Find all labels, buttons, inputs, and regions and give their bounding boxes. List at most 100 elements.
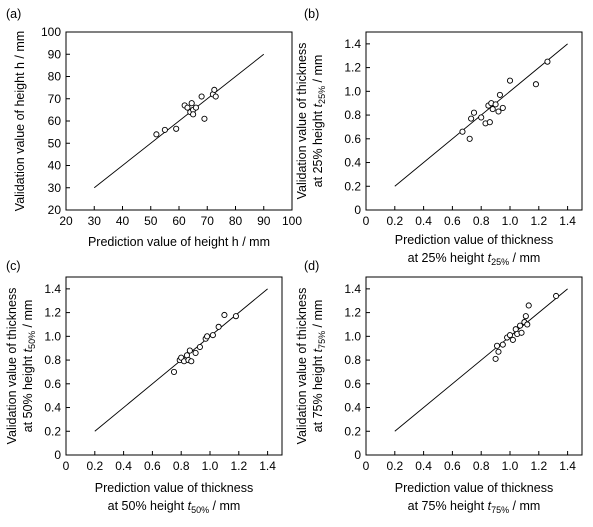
panel-a-ytick-label: 20 <box>48 203 62 217</box>
panel-a-data-point <box>161 126 168 133</box>
panel-c-xtick-label: 0 <box>63 459 70 473</box>
panel-a-data-point <box>198 93 205 100</box>
panel-b-xtick-label: 1.4 <box>559 214 576 228</box>
panel-c-points <box>94 288 268 432</box>
panel-d-ytick-label: 0.4 <box>344 401 361 415</box>
panel-c-xtick-label: 1.2 <box>230 459 247 473</box>
panel-d-xtick-label: 1.0 <box>502 459 519 473</box>
panel-a-ytick-label: 30 <box>48 181 62 195</box>
panel-a-ytick-label: 100 <box>41 25 61 39</box>
panel-a-ytick-label: 70 <box>48 92 62 106</box>
panel-a-xtick-label: 60 <box>172 214 186 228</box>
panel-d-data-point <box>493 342 501 349</box>
panel-a-label: (a) <box>6 7 21 21</box>
panel-c-ytick-label: 0.4 <box>44 401 61 415</box>
panel-a-data-point <box>190 111 197 118</box>
panel-a-data-point <box>153 131 160 138</box>
panel-c-label: (c) <box>6 259 21 273</box>
panel-a-xtick-label: 40 <box>116 214 130 228</box>
panel-d-reference-line <box>394 288 568 432</box>
panel-a-xtick-label: 80 <box>229 214 243 228</box>
panel-b-data-point <box>486 119 493 126</box>
panel-c-xtick-label: 1.0 <box>202 459 219 473</box>
panel-c-data-point <box>186 347 193 354</box>
panel-d-data-point <box>517 322 524 329</box>
panel-b-ytick-label: 1.2 <box>344 61 361 75</box>
panel-a-ytick-label: 40 <box>48 159 62 173</box>
panel-d-xlabel-line1: Prediction value of thickness <box>395 481 553 495</box>
panel-b-xtick-label: 0.4 <box>415 214 432 228</box>
panel-d: (d) 0 0.2 0.4 0.6 0.8 1.0 1.2 1.4 0 0.2 0.4 0.6 0.8 1… <box>295 259 583 515</box>
panel-c-xlabel-line1: Prediction value of thickness <box>95 481 253 495</box>
panel-b-data-point <box>532 81 539 88</box>
panel-b-data-point <box>506 77 514 84</box>
panel-b-data-point <box>470 109 478 116</box>
panel-a-data-point <box>184 104 191 111</box>
panel-d-ytick-label: 1.2 <box>344 306 361 320</box>
panel-c: (c) 0 0.2 0.4 0.6 0.8 1.0 1.2 1.4 0 0.2 0.4 0.6 0.8 1… <box>5 259 283 515</box>
panel-a-ticks: 20 30 40 50 60 70 80 90 100 20 30 40 50 60 70 80 90 100 <box>41 25 302 228</box>
panel-d-xlabel-line2: at 75% height t75% / mm <box>408 499 541 515</box>
panel-d-xtick-label: 0.8 <box>473 459 490 473</box>
panel-d-points <box>394 288 568 432</box>
panel-b-xtick-label: 0.6 <box>444 214 461 228</box>
panel-b-xtick-label: 0.8 <box>473 214 490 228</box>
panel-d-data-point <box>509 336 516 343</box>
panel-c-data-point <box>170 368 178 375</box>
panel-c-data-point <box>188 358 195 365</box>
panel-a-points <box>93 53 265 189</box>
panel-c-data-point <box>196 343 203 351</box>
panel-d-xtick-label: 1.2 <box>530 459 547 473</box>
panel-d-label: (d) <box>304 259 319 273</box>
panel-a-xtick-label: 70 <box>201 214 215 228</box>
panel-a-xlabel: Prediction value of height h / mm <box>88 235 270 249</box>
panel-b-xtick-label: 0.2 <box>386 214 403 228</box>
panel-c-ytick-label: 0.2 <box>44 424 61 438</box>
panel-b-points <box>394 43 568 187</box>
panel-b-ytick-label: 0.4 <box>344 156 361 170</box>
panel-d-ylabel-line2: at 75% height t75% / mm <box>311 300 327 433</box>
panel-a-xtick-label: 90 <box>257 214 271 228</box>
panel-b-label: (b) <box>304 7 319 21</box>
panel-d-ytick-label: 1.4 <box>344 282 361 296</box>
panel-b-ylabel-line1: Validation value of thickness <box>295 43 309 200</box>
panel-a-reference-line <box>93 53 265 189</box>
panel-d-data-point <box>553 292 560 300</box>
panel-a-xtick-label: 100 <box>282 214 302 228</box>
panel-c-xtick-label: 0.6 <box>144 459 161 473</box>
panel-d-data-point <box>492 355 499 362</box>
panel-d-xtick-label: 0.2 <box>386 459 403 473</box>
panel-b-ytick-label: 0.6 <box>344 132 361 146</box>
panel-d-ytick-label: 0 <box>354 448 361 462</box>
panel-c-ytick-label: 1.0 <box>44 329 61 343</box>
panel-b-ytick-label: 0.2 <box>344 179 361 193</box>
panel-d-xtick-label: 0.6 <box>444 459 461 473</box>
panel-c-ytick-label: 0.8 <box>44 353 61 367</box>
panel-c-ytick-label: 1.4 <box>44 282 61 296</box>
panel-b: (b) 0 0.2 0.4 0.6 0.8 1.0 1.2 1.4 0 0.2 0.4 0.6 0.8 1… <box>295 7 583 267</box>
panel-b-ytick-label: 1.4 <box>344 37 361 51</box>
panel-b-data-point <box>544 58 551 65</box>
panel-d-ytick-label: 0.2 <box>344 424 361 438</box>
panel-d-xtick-label: 1.4 <box>559 459 576 473</box>
panel-d-data-point <box>524 321 531 328</box>
panel-b-ytick-label: 1.0 <box>344 84 361 98</box>
panel-c-data-point <box>192 349 199 356</box>
panel-c-xtick-label: 0.2 <box>86 459 103 473</box>
panel-b-data-point <box>468 115 475 122</box>
panel-a-ytick-label: 50 <box>48 136 62 150</box>
panel-c-xtick-label: 1.4 <box>259 459 276 473</box>
panel-c-ytick-label: 0.6 <box>44 377 61 391</box>
panel-a-xtick-label: 30 <box>88 214 102 228</box>
panel-c-data-point <box>232 313 239 320</box>
panel-a-xtick-label: 20 <box>59 214 73 228</box>
panel-a-data-point <box>192 104 199 111</box>
panel-b-data-point <box>466 135 473 142</box>
panel-a-ytick-label: 80 <box>48 70 62 84</box>
panel-c-data-point <box>204 333 211 340</box>
panel-d-ytick-label: 1.0 <box>344 329 361 343</box>
panel-d-ytick-label: 0.6 <box>344 377 361 391</box>
panel-d-data-point <box>506 332 514 339</box>
panel-c-ticks: 0 0.2 0.4 0.6 0.8 1.0 1.2 1.4 0 0.2 0.4 0.6 0.8 1.0 1.… <box>44 282 276 473</box>
